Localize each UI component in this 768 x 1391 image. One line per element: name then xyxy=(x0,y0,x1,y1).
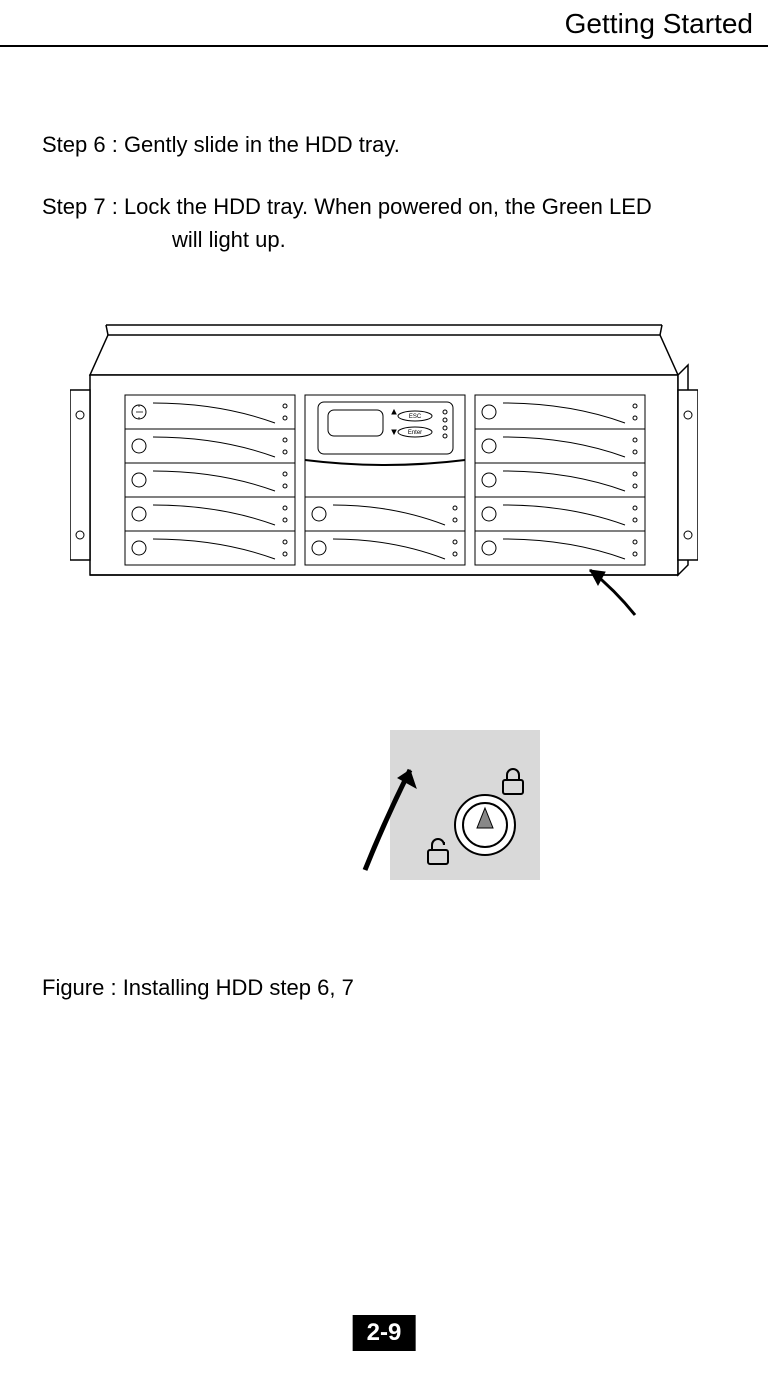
figure-caption: Figure : Installing HDD step 6, 7 xyxy=(42,975,354,1001)
hdd-enclosure-diagram: ESC Enter xyxy=(70,320,698,630)
lock-detail-inset xyxy=(360,700,540,880)
step-7-line2: will light up. xyxy=(42,223,742,256)
section-title: Getting Started xyxy=(565,8,753,40)
step-7-line1: Step 7 : Lock the HDD tray. When powered… xyxy=(42,194,652,219)
step-7-text: Step 7 : Lock the HDD tray. When powered… xyxy=(42,190,742,256)
page-number: 2-9 xyxy=(353,1315,416,1351)
esc-label: ESC xyxy=(409,414,422,420)
step-6-text: Step 6 : Gently slide in the HDD tray. xyxy=(42,128,400,161)
enter-label: Enter xyxy=(408,430,422,436)
header-rule xyxy=(0,45,768,47)
